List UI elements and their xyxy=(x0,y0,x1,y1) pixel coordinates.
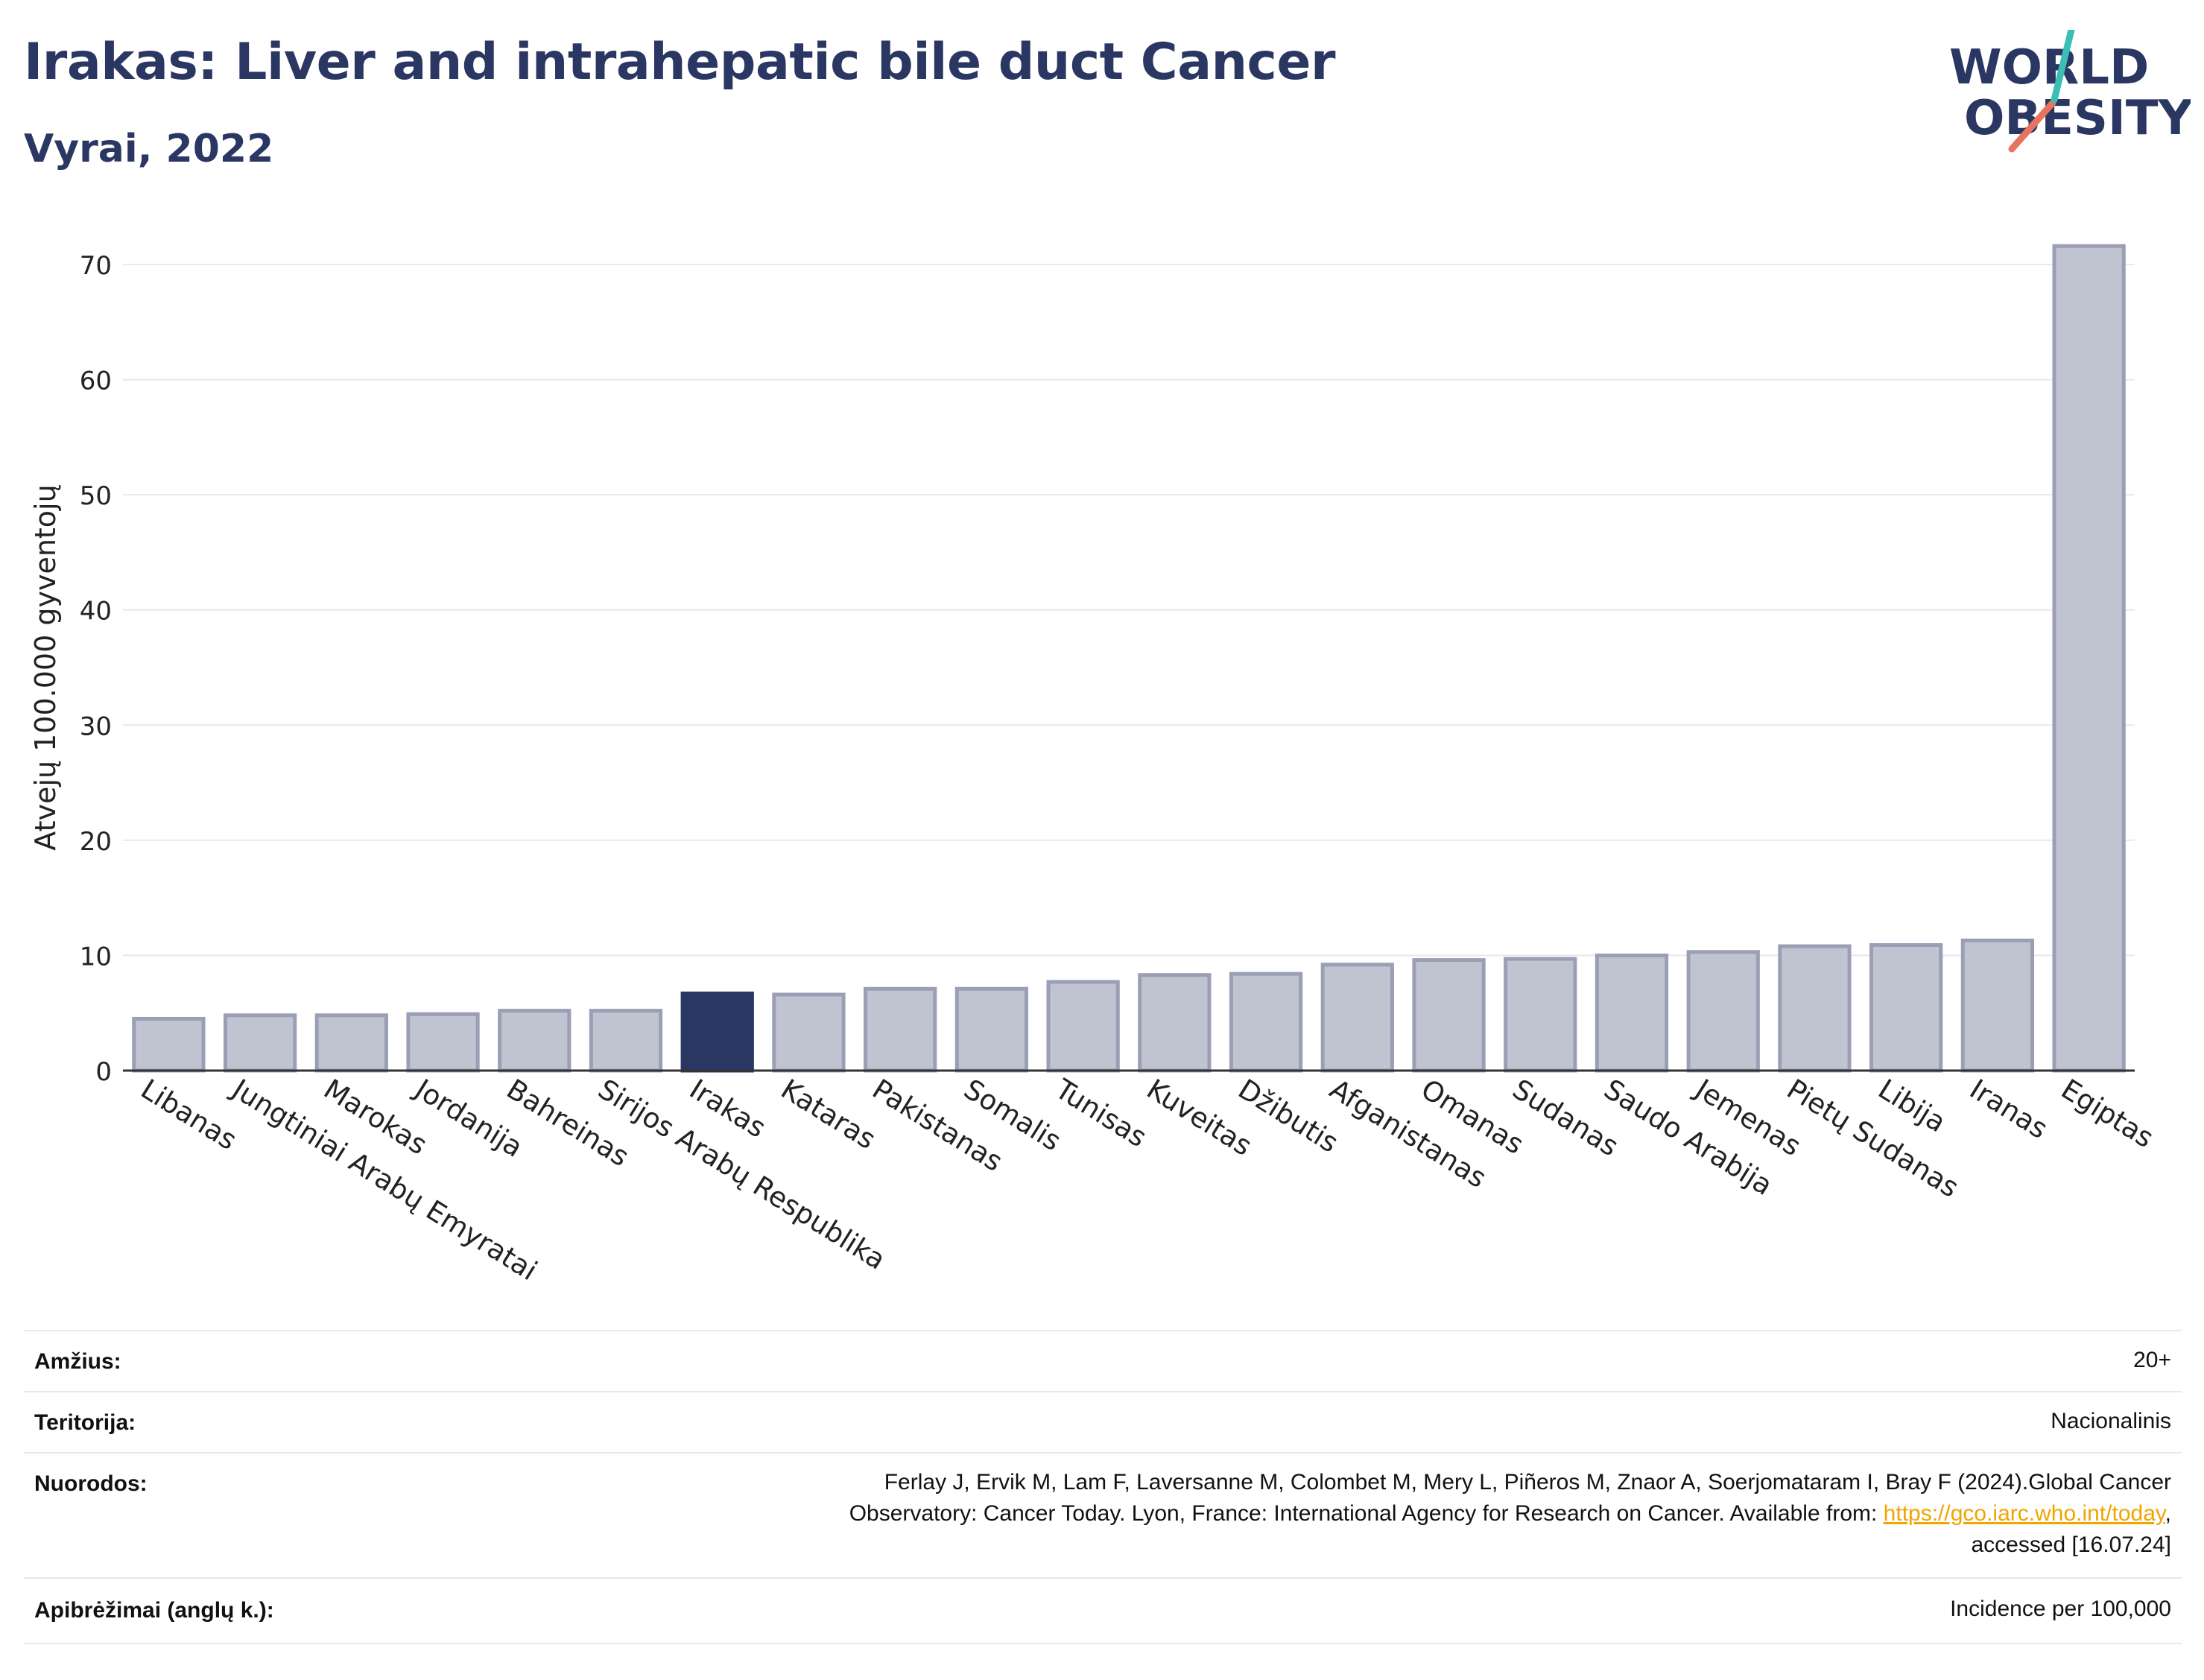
bar-irakas[interactable] xyxy=(680,991,754,1073)
bar-saudo-arabija[interactable] xyxy=(1595,953,1669,1073)
bar-jungtiniai-arab-emyratai[interactable] xyxy=(223,1013,297,1073)
bar-kataras[interactable] xyxy=(772,992,846,1073)
y-tick-label: 10 xyxy=(80,942,112,971)
meta-value-territory: Nacionalinis xyxy=(2051,1409,2171,1433)
logo-text-obesity: OBESITY xyxy=(1964,91,2191,146)
meta-label-territory: Teritorija: xyxy=(34,1410,136,1435)
y-tick-label: 30 xyxy=(80,711,112,741)
x-tick-label: Afganistanas xyxy=(1324,1073,1492,1194)
y-tick-label: 40 xyxy=(80,597,112,627)
bar-sudanas[interactable] xyxy=(1504,957,1577,1073)
meta-row-territory: Teritorija: Nacionalinis xyxy=(24,1391,2182,1454)
meta-label-age: Amžius: xyxy=(34,1349,121,1374)
bar-somalis[interactable] xyxy=(954,986,1029,1073)
bar-jordanija[interactable] xyxy=(406,1012,480,1073)
bar-libanas[interactable] xyxy=(132,1016,206,1073)
bar-pakistanas[interactable] xyxy=(864,986,937,1073)
meta-label-definitions: Apibrėžimai (anglų k.): xyxy=(34,1598,274,1623)
bar-libija[interactable] xyxy=(1869,943,1943,1073)
x-tick-label: Libanas xyxy=(136,1073,243,1156)
bar-egiptas[interactable] xyxy=(2052,244,2126,1073)
reference-line-2: Observatory: Cancer Today. Lyon, France:… xyxy=(849,1501,2171,1526)
bar-jemenas[interactable] xyxy=(1686,950,1760,1073)
logo-text-world: WORLD xyxy=(1949,40,2149,95)
meta-value-age: 20+ xyxy=(2133,1348,2171,1372)
bar-afganistanas[interactable] xyxy=(1320,963,1394,1073)
chart-subtitle: Vyrai, 2022 xyxy=(24,127,274,171)
bar-bahreinas[interactable] xyxy=(498,1009,571,1073)
bar-iranas[interactable] xyxy=(1960,938,2035,1073)
metadata-table: Amžius: 20+ Teritorija: Nacionalinis Nuo… xyxy=(24,1330,2182,1644)
bar-d-ibutis[interactable] xyxy=(1229,971,1303,1073)
x-tick-label: Tunisas xyxy=(1049,1073,1152,1154)
meta-row-age: Amžius: 20+ xyxy=(24,1330,2182,1392)
bar-marokas[interactable] xyxy=(314,1013,388,1073)
y-tick-label: 70 xyxy=(80,251,112,281)
grid-lines xyxy=(123,264,2135,957)
x-tick-label: Kataras xyxy=(776,1073,881,1156)
y-axis-ticks: 0 10 20 30 40 50 60 70 xyxy=(80,251,112,1087)
meta-value-references: Ferlay J, Ervik M, Lam F, Laversanne M, … xyxy=(849,1467,2171,1561)
x-tick-label: Iranas xyxy=(1964,1073,2053,1145)
bar-kuveitas[interactable] xyxy=(1138,973,1212,1073)
meta-row-references: Nuorodos: Ferlay J, Ervik M, Lam F, Lave… xyxy=(24,1452,2182,1579)
meta-label-references: Nuorodos: xyxy=(34,1471,148,1496)
meta-value-definitions: Incidence per 100,000 xyxy=(1950,1597,2171,1621)
bar-piet-sudanas[interactable] xyxy=(1778,944,1852,1073)
bar-sirijos-arab-respublika[interactable] xyxy=(589,1009,663,1073)
x-tick-label: Egiptas xyxy=(2056,1073,2159,1154)
chart-title: Irakas: Liver and intrahepatic bile duct… xyxy=(24,33,1335,92)
bar-tunisas[interactable] xyxy=(1046,980,1120,1073)
y-tick-label: 20 xyxy=(80,827,112,857)
reference-link[interactable]: https://gco.iarc.who.int/today xyxy=(1883,1501,2165,1526)
bar-omanas[interactable] xyxy=(1412,958,1486,1073)
x-tick-label: Kuveitas xyxy=(1141,1073,1258,1162)
y-tick-label: 60 xyxy=(80,367,112,396)
meta-row-definitions: Apibrėžimai (anglų k.): Incidence per 10… xyxy=(24,1577,2182,1644)
y-tick-label: 0 xyxy=(95,1057,112,1087)
reference-line-1: Ferlay J, Ervik M, Lam F, Laversanne M, … xyxy=(884,1470,2171,1494)
world-obesity-logo: WORLD OBESITY xyxy=(1949,30,2191,153)
bars xyxy=(132,244,2126,1073)
reference-line-3: accessed [16.07.24] xyxy=(1971,1532,2171,1557)
y-tick-label: 50 xyxy=(80,481,112,511)
x-tick-label: Pietų Sudanas xyxy=(1782,1073,1965,1204)
y-axis-label: Atvejų 100.000 gyventojų xyxy=(29,484,62,850)
